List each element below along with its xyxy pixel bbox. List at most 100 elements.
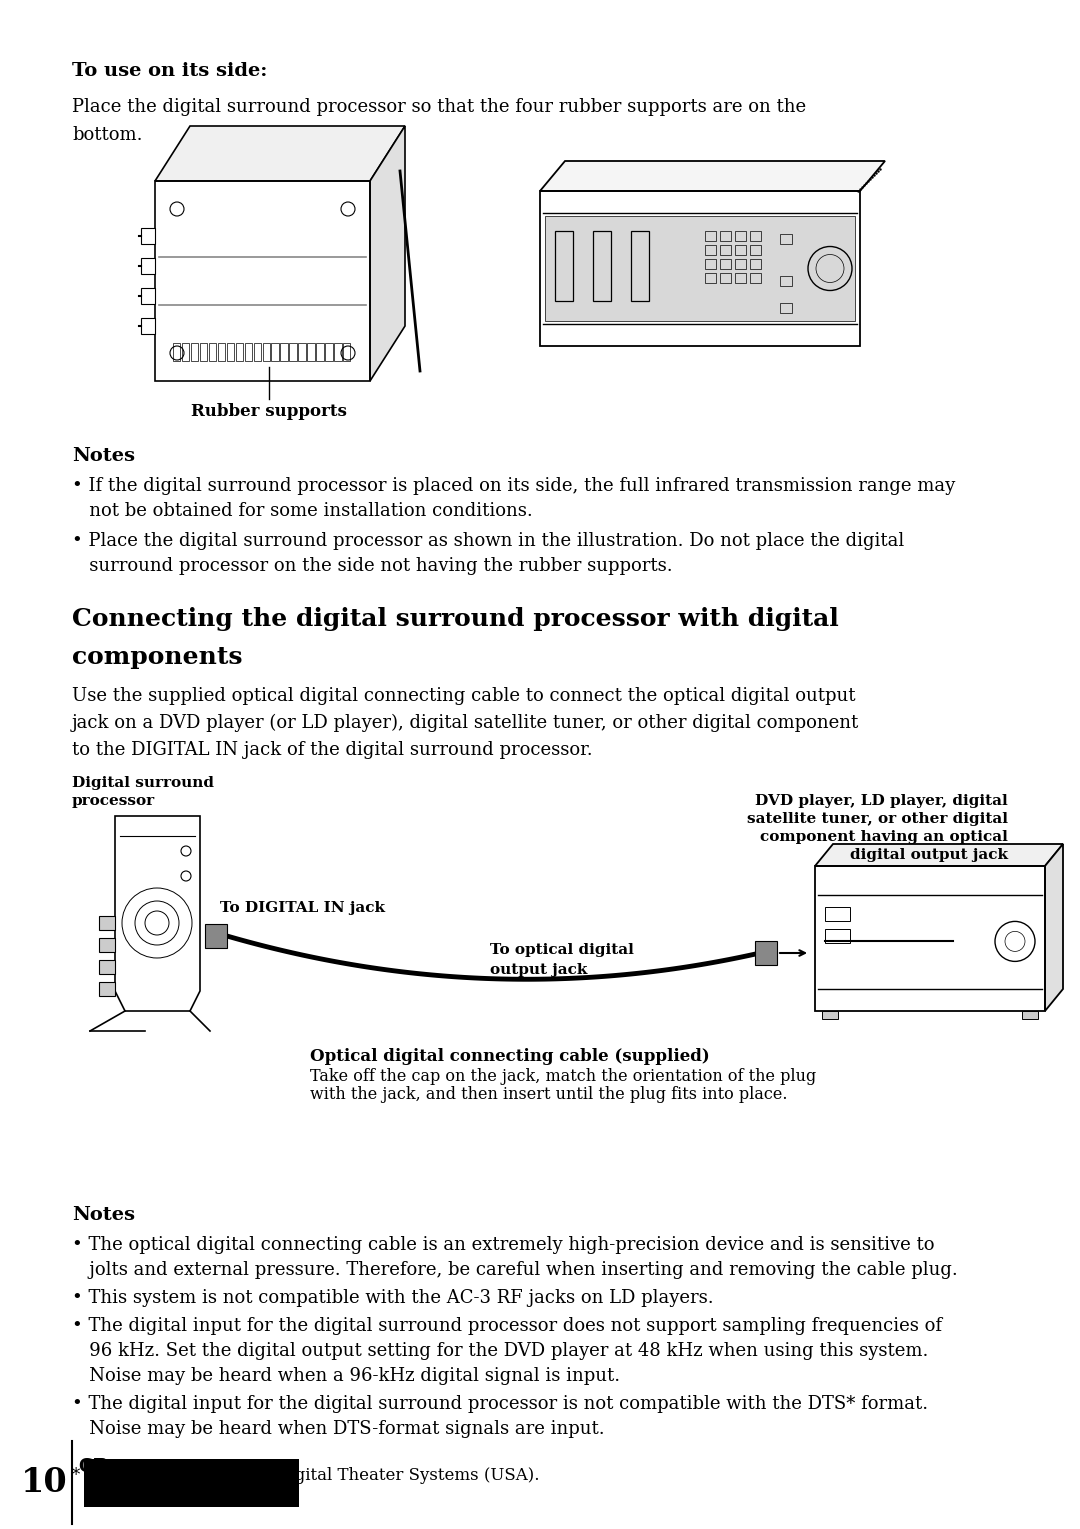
Bar — [705, 245, 716, 255]
Bar — [780, 277, 792, 286]
Text: Digital surround: Digital surround — [72, 777, 214, 790]
Text: 96 kHz. Set the digital output setting for the DVD player at 48 kHz when using t: 96 kHz. Set the digital output setting f… — [72, 1342, 929, 1359]
Bar — [780, 234, 792, 245]
Bar — [271, 342, 279, 361]
Bar — [325, 342, 333, 361]
Bar — [307, 342, 314, 361]
Bar — [705, 260, 716, 269]
Text: satellite tuner, or other digital: satellite tuner, or other digital — [747, 812, 1008, 826]
Text: digital output jack: digital output jack — [850, 849, 1008, 862]
Bar — [99, 960, 114, 974]
Bar — [780, 303, 792, 312]
Text: jolts and external pressure. Therefore, be careful when inserting and removing t: jolts and external pressure. Therefore, … — [72, 1261, 958, 1278]
Bar — [208, 342, 216, 361]
Polygon shape — [156, 125, 405, 180]
Bar — [218, 342, 226, 361]
Bar — [235, 342, 243, 361]
Text: Notes: Notes — [72, 446, 135, 465]
Bar — [99, 939, 114, 953]
Polygon shape — [1045, 844, 1063, 1011]
Text: • Place the digital surround processor as shown in the illustration. Do not plac: • Place the digital surround processor a… — [72, 532, 904, 550]
Bar — [141, 287, 156, 304]
Text: To optical digital: To optical digital — [490, 943, 634, 957]
Bar — [343, 342, 351, 361]
Text: Connecting the digital surround processor with digital: Connecting the digital surround processo… — [72, 607, 839, 631]
Text: components: components — [72, 645, 243, 670]
Text: • This system is not compatible with the AC-3 RF jacks on LD players.: • This system is not compatible with the… — [72, 1289, 714, 1307]
Bar — [545, 216, 855, 321]
Bar — [705, 231, 716, 242]
Text: Noise may be heard when DTS-format signals are input.: Noise may be heard when DTS-format signa… — [72, 1420, 605, 1437]
Bar — [298, 342, 306, 361]
Bar — [244, 342, 252, 361]
Text: to the DIGITAL IN jack of the digital surround processor.: to the DIGITAL IN jack of the digital su… — [72, 742, 593, 758]
Text: GB: GB — [78, 1459, 108, 1475]
Text: 10: 10 — [22, 1466, 68, 1500]
Text: processor: processor — [72, 794, 156, 807]
Bar — [755, 940, 777, 965]
Text: To use on its side:: To use on its side: — [72, 63, 268, 80]
Bar — [200, 342, 207, 361]
Bar — [289, 342, 297, 361]
Text: Use the supplied optical digital connecting cable to connect the optical digital: Use the supplied optical digital connect… — [72, 687, 855, 705]
Text: Take off the cap on the jack, match the orientation of the plug: Take off the cap on the jack, match the … — [310, 1067, 816, 1086]
Text: component having an optical: component having an optical — [760, 830, 1008, 844]
Text: Optical digital connecting cable (supplied): Optical digital connecting cable (suppli… — [310, 1047, 710, 1066]
Text: DVD player, LD player, digital: DVD player, LD player, digital — [755, 794, 1008, 807]
Text: Rubber supports: Rubber supports — [191, 404, 347, 420]
Bar — [141, 258, 156, 274]
Bar — [181, 342, 189, 361]
Bar — [99, 916, 114, 930]
Bar — [750, 274, 761, 283]
Bar — [631, 231, 649, 301]
Bar — [720, 260, 731, 269]
Polygon shape — [540, 161, 885, 191]
Bar — [227, 342, 234, 361]
Bar — [735, 260, 746, 269]
Bar — [262, 342, 270, 361]
Bar — [750, 231, 761, 242]
Text: To DIGITAL IN jack: To DIGITAL IN jack — [220, 901, 384, 916]
Bar — [281, 342, 288, 361]
Text: * DTS is a trademark of Digital Theater Systems (USA).: * DTS is a trademark of Digital Theater … — [72, 1466, 540, 1485]
Text: • The digital input for the digital surround processor is not compatible with th: • The digital input for the digital surr… — [72, 1394, 928, 1413]
Bar — [205, 924, 227, 948]
Bar — [735, 231, 746, 242]
Bar — [735, 245, 746, 255]
Text: jack on a DVD player (or LD player), digital satellite tuner, or other digital c: jack on a DVD player (or LD player), dig… — [72, 714, 860, 732]
Text: output jack: output jack — [490, 963, 588, 977]
Bar — [815, 865, 1045, 1011]
Bar — [822, 1011, 838, 1018]
Text: Notes: Notes — [72, 1206, 135, 1225]
Text: • The digital input for the digital surround processor does not support sampling: • The digital input for the digital surr… — [72, 1316, 942, 1335]
Bar — [750, 245, 761, 255]
Bar — [334, 342, 341, 361]
Bar — [825, 928, 850, 942]
Bar — [750, 260, 761, 269]
Bar — [99, 982, 114, 997]
Bar — [720, 245, 731, 255]
Bar — [84, 1459, 299, 1508]
Text: not be obtained for some installation conditions.: not be obtained for some installation co… — [72, 502, 532, 520]
Bar — [191, 342, 199, 361]
Text: Place the digital surround processor so that the four rubber supports are on the: Place the digital surround processor so … — [72, 98, 806, 116]
Polygon shape — [370, 125, 405, 381]
Text: with the jack, and then insert until the plug fits into place.: with the jack, and then insert until the… — [310, 1086, 787, 1102]
Bar — [825, 907, 850, 920]
Bar — [705, 274, 716, 283]
Bar — [720, 274, 731, 283]
Bar — [593, 231, 611, 301]
Polygon shape — [815, 844, 1063, 865]
Text: • The optical digital connecting cable is an extremely high-precision device and: • The optical digital connecting cable i… — [72, 1235, 934, 1254]
Bar — [720, 231, 731, 242]
Bar — [555, 231, 573, 301]
Bar — [141, 228, 156, 245]
Bar — [316, 342, 324, 361]
Bar — [173, 342, 180, 361]
Text: • If the digital surround processor is placed on its side, the full infrared tra: • If the digital surround processor is p… — [72, 477, 955, 495]
Text: bottom.: bottom. — [72, 125, 143, 144]
Bar — [1022, 1011, 1038, 1018]
Text: Noise may be heard when a 96-kHz digital signal is input.: Noise may be heard when a 96-kHz digital… — [72, 1367, 620, 1385]
Text: Preparation: Preparation — [121, 1472, 260, 1492]
Bar — [735, 274, 746, 283]
